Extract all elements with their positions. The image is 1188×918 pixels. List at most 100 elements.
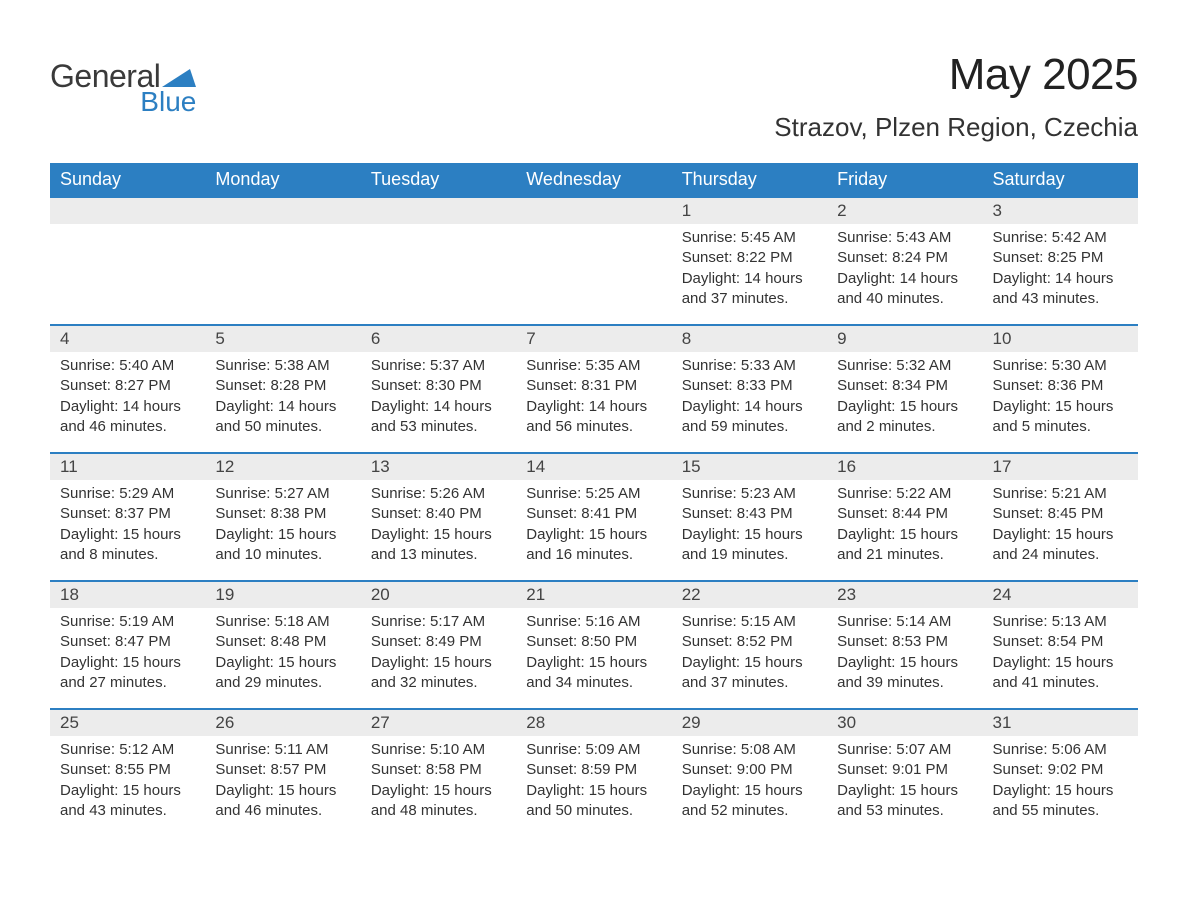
- calendar-cell: 27Sunrise: 5:10 AMSunset: 8:58 PMDayligh…: [361, 708, 516, 836]
- day-details: Sunrise: 5:43 AMSunset: 8:24 PMDaylight:…: [827, 224, 982, 315]
- calendar-cell: 5Sunrise: 5:38 AMSunset: 8:28 PMDaylight…: [205, 324, 360, 452]
- sunrise-text: Sunrise: 5:30 AM: [993, 356, 1128, 376]
- day-details: Sunrise: 5:30 AMSunset: 8:36 PMDaylight:…: [983, 352, 1138, 443]
- daylight-text: Daylight: 15 hours and 21 minutes.: [837, 525, 972, 566]
- sunrise-text: Sunrise: 5:40 AM: [60, 356, 195, 376]
- daylight-text: Daylight: 15 hours and 37 minutes.: [682, 653, 817, 694]
- sunset-text: Sunset: 8:36 PM: [993, 376, 1128, 396]
- day-details: Sunrise: 5:25 AMSunset: 8:41 PMDaylight:…: [516, 480, 671, 571]
- calendar-cell: [516, 196, 671, 324]
- calendar-cell: 17Sunrise: 5:21 AMSunset: 8:45 PMDayligh…: [983, 452, 1138, 580]
- calendar-cell: 15Sunrise: 5:23 AMSunset: 8:43 PMDayligh…: [672, 452, 827, 580]
- day-details: Sunrise: 5:35 AMSunset: 8:31 PMDaylight:…: [516, 352, 671, 443]
- sunset-text: Sunset: 8:57 PM: [215, 760, 350, 780]
- sunrise-text: Sunrise: 5:06 AM: [993, 740, 1128, 760]
- day-details: Sunrise: 5:10 AMSunset: 8:58 PMDaylight:…: [361, 736, 516, 827]
- sunrise-text: Sunrise: 5:18 AM: [215, 612, 350, 632]
- daylight-text: Daylight: 15 hours and 32 minutes.: [371, 653, 506, 694]
- day-details: Sunrise: 5:21 AMSunset: 8:45 PMDaylight:…: [983, 480, 1138, 571]
- day-details: Sunrise: 5:18 AMSunset: 8:48 PMDaylight:…: [205, 608, 360, 699]
- sunset-text: Sunset: 8:41 PM: [526, 504, 661, 524]
- sunrise-text: Sunrise: 5:35 AM: [526, 356, 661, 376]
- sunset-text: Sunset: 8:31 PM: [526, 376, 661, 396]
- daylight-text: Daylight: 15 hours and 2 minutes.: [837, 397, 972, 438]
- sunrise-text: Sunrise: 5:33 AM: [682, 356, 817, 376]
- day-number: 18: [50, 580, 205, 608]
- sunset-text: Sunset: 8:58 PM: [371, 760, 506, 780]
- calendar-cell: 12Sunrise: 5:27 AMSunset: 8:38 PMDayligh…: [205, 452, 360, 580]
- sunset-text: Sunset: 8:34 PM: [837, 376, 972, 396]
- calendar-cell: 10Sunrise: 5:30 AMSunset: 8:36 PMDayligh…: [983, 324, 1138, 452]
- daylight-text: Daylight: 15 hours and 41 minutes.: [993, 653, 1128, 694]
- calendar-cell: 1Sunrise: 5:45 AMSunset: 8:22 PMDaylight…: [672, 196, 827, 324]
- calendar-cell: 14Sunrise: 5:25 AMSunset: 8:41 PMDayligh…: [516, 452, 671, 580]
- calendar-body: 1Sunrise: 5:45 AMSunset: 8:22 PMDaylight…: [50, 196, 1138, 836]
- page-title: May 2025: [774, 50, 1138, 100]
- sunrise-text: Sunrise: 5:37 AM: [371, 356, 506, 376]
- sunrise-text: Sunrise: 5:17 AM: [371, 612, 506, 632]
- calendar-cell: 22Sunrise: 5:15 AMSunset: 8:52 PMDayligh…: [672, 580, 827, 708]
- daylight-text: Daylight: 15 hours and 10 minutes.: [215, 525, 350, 566]
- daylight-text: Daylight: 15 hours and 50 minutes.: [526, 781, 661, 822]
- weekday-header: Saturday: [983, 163, 1138, 196]
- sunset-text: Sunset: 9:00 PM: [682, 760, 817, 780]
- sunset-text: Sunset: 8:45 PM: [993, 504, 1128, 524]
- day-number: 5: [205, 324, 360, 352]
- calendar-cell: 11Sunrise: 5:29 AMSunset: 8:37 PMDayligh…: [50, 452, 205, 580]
- daylight-text: Daylight: 14 hours and 59 minutes.: [682, 397, 817, 438]
- sunset-text: Sunset: 8:49 PM: [371, 632, 506, 652]
- daylight-text: Daylight: 15 hours and 53 minutes.: [837, 781, 972, 822]
- daylight-text: Daylight: 14 hours and 40 minutes.: [837, 269, 972, 310]
- sunrise-text: Sunrise: 5:14 AM: [837, 612, 972, 632]
- sunset-text: Sunset: 8:30 PM: [371, 376, 506, 396]
- sunset-text: Sunset: 8:40 PM: [371, 504, 506, 524]
- sunset-text: Sunset: 8:47 PM: [60, 632, 195, 652]
- sunset-text: Sunset: 8:48 PM: [215, 632, 350, 652]
- daylight-text: Daylight: 15 hours and 13 minutes.: [371, 525, 506, 566]
- location-subtitle: Strazov, Plzen Region, Czechia: [774, 112, 1138, 143]
- daylight-text: Daylight: 15 hours and 8 minutes.: [60, 525, 195, 566]
- day-number: 23: [827, 580, 982, 608]
- day-details: Sunrise: 5:08 AMSunset: 9:00 PMDaylight:…: [672, 736, 827, 827]
- day-number: 16: [827, 452, 982, 480]
- sunrise-text: Sunrise: 5:08 AM: [682, 740, 817, 760]
- sunrise-text: Sunrise: 5:45 AM: [682, 228, 817, 248]
- daylight-text: Daylight: 15 hours and 39 minutes.: [837, 653, 972, 694]
- weekday-header: Thursday: [672, 163, 827, 196]
- day-number: 30: [827, 708, 982, 736]
- day-details: Sunrise: 5:06 AMSunset: 9:02 PMDaylight:…: [983, 736, 1138, 827]
- calendar-cell: [361, 196, 516, 324]
- day-number: 21: [516, 580, 671, 608]
- sunset-text: Sunset: 8:52 PM: [682, 632, 817, 652]
- sunrise-text: Sunrise: 5:22 AM: [837, 484, 972, 504]
- calendar-week-row: 4Sunrise: 5:40 AMSunset: 8:27 PMDaylight…: [50, 324, 1138, 452]
- sunrise-text: Sunrise: 5:42 AM: [993, 228, 1128, 248]
- day-details: Sunrise: 5:29 AMSunset: 8:37 PMDaylight:…: [50, 480, 205, 571]
- day-details: Sunrise: 5:07 AMSunset: 9:01 PMDaylight:…: [827, 736, 982, 827]
- sunrise-text: Sunrise: 5:23 AM: [682, 484, 817, 504]
- sunrise-text: Sunrise: 5:15 AM: [682, 612, 817, 632]
- daylight-text: Daylight: 15 hours and 29 minutes.: [215, 653, 350, 694]
- calendar-cell: 8Sunrise: 5:33 AMSunset: 8:33 PMDaylight…: [672, 324, 827, 452]
- header-region: General Blue May 2025 Strazov, Plzen Reg…: [50, 50, 1138, 143]
- daylight-text: Daylight: 15 hours and 43 minutes.: [60, 781, 195, 822]
- day-number: 26: [205, 708, 360, 736]
- sunset-text: Sunset: 8:55 PM: [60, 760, 195, 780]
- sunset-text: Sunset: 8:37 PM: [60, 504, 195, 524]
- calendar-week-row: 18Sunrise: 5:19 AMSunset: 8:47 PMDayligh…: [50, 580, 1138, 708]
- day-details: Sunrise: 5:42 AMSunset: 8:25 PMDaylight:…: [983, 224, 1138, 315]
- day-number: 11: [50, 452, 205, 480]
- weekday-header: Sunday: [50, 163, 205, 196]
- calendar-cell: 3Sunrise: 5:42 AMSunset: 8:25 PMDaylight…: [983, 196, 1138, 324]
- day-number: 6: [361, 324, 516, 352]
- daylight-text: Daylight: 15 hours and 16 minutes.: [526, 525, 661, 566]
- sunset-text: Sunset: 8:59 PM: [526, 760, 661, 780]
- daylight-text: Daylight: 15 hours and 46 minutes.: [215, 781, 350, 822]
- daylight-text: Daylight: 15 hours and 24 minutes.: [993, 525, 1128, 566]
- calendar-cell: [50, 196, 205, 324]
- sunset-text: Sunset: 8:38 PM: [215, 504, 350, 524]
- day-number: 9: [827, 324, 982, 352]
- sunset-text: Sunset: 9:02 PM: [993, 760, 1128, 780]
- day-details: Sunrise: 5:26 AMSunset: 8:40 PMDaylight:…: [361, 480, 516, 571]
- daylight-text: Daylight: 15 hours and 52 minutes.: [682, 781, 817, 822]
